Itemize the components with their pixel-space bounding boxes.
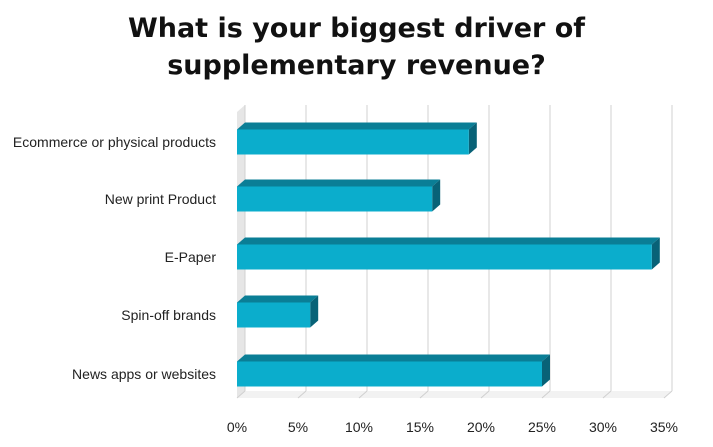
category-label: New print Product — [105, 191, 216, 207]
gridline-foot — [419, 390, 429, 399]
category-label: News apps or websites — [72, 366, 216, 382]
chart-title: What is your biggest driver of supplemen… — [0, 10, 713, 84]
gridline-foot — [480, 390, 490, 399]
bar-side — [310, 295, 319, 328]
bar-top — [237, 354, 550, 362]
x-tick-label: 10% — [345, 419, 373, 435]
bar — [237, 186, 433, 212]
x-tick-label: 0% — [227, 419, 247, 435]
x-tick-label: 35% — [650, 419, 678, 435]
gridline-foot — [602, 390, 612, 399]
gridline-foot — [663, 390, 673, 399]
x-tick-label: 5% — [288, 419, 308, 435]
category-label: E-Paper — [165, 249, 217, 265]
x-tick-label: 30% — [589, 419, 617, 435]
bar-top — [237, 295, 319, 303]
bar-top — [237, 122, 477, 130]
gridline-foot — [358, 390, 368, 399]
category-label: Spin-off brands — [121, 307, 216, 323]
bar-side — [468, 122, 477, 155]
gridline-foot — [236, 390, 246, 399]
gridline-foot — [541, 390, 551, 399]
bar — [237, 302, 311, 328]
bar — [237, 244, 652, 270]
bar-side — [432, 179, 441, 212]
category-label: Ecommerce or physical products — [13, 134, 216, 150]
gridline-foot — [297, 390, 307, 399]
bar-side — [651, 237, 660, 270]
bar-side — [542, 354, 550, 387]
bar-top — [237, 179, 441, 187]
chart-title-line-1: What is your biggest driver of — [127, 13, 586, 44]
bar — [237, 361, 542, 387]
bar — [237, 129, 469, 155]
bar-top — [237, 237, 660, 245]
chart-floor — [237, 391, 672, 398]
x-tick-label: 15% — [406, 419, 434, 435]
x-tick-label: 20% — [467, 419, 495, 435]
chart-title-line-2: supplementary revenue? — [167, 50, 546, 81]
x-tick-label: 25% — [528, 419, 556, 435]
